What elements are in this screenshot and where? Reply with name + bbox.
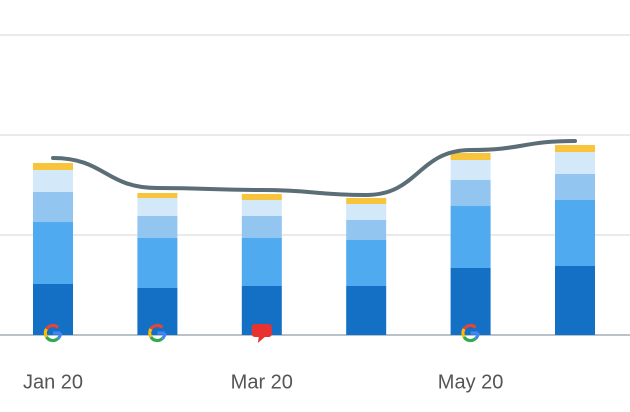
icon-arc (462, 335, 477, 343)
google-icon (148, 323, 167, 343)
bar-segment (346, 220, 387, 240)
bar-segment (346, 240, 387, 286)
bar-segment (241, 194, 282, 200)
icon-arc (157, 331, 167, 340)
icon-arc (45, 323, 60, 331)
bar-segment (346, 286, 387, 335)
trend-line (51, 139, 577, 198)
icon-arc (461, 328, 466, 338)
bar-segment (241, 200, 282, 216)
bar-segment (555, 145, 595, 152)
bar-segment (346, 204, 387, 220)
bar-segment (33, 284, 73, 335)
bar-segment (450, 268, 491, 335)
note-bubble (251, 324, 272, 337)
x-tick-label: Mar 20 (231, 371, 293, 393)
icon-arc (45, 335, 60, 343)
note-tail (257, 337, 265, 343)
bar-segment (555, 200, 595, 266)
google-icon (43, 323, 63, 343)
bar-segment (555, 266, 595, 335)
icon-arc (149, 323, 164, 331)
bar-segment (33, 222, 73, 284)
bar-segment (33, 170, 73, 192)
bar-segment (346, 198, 387, 204)
bar-segment (137, 238, 178, 288)
icon-arc (149, 335, 164, 343)
bar-segment (33, 163, 73, 170)
bar-segment (241, 238, 282, 286)
bar-segment (137, 216, 178, 238)
bar-segment (137, 193, 178, 198)
icon-arc (470, 331, 480, 340)
bar-segment (137, 288, 178, 335)
bar-segment (241, 216, 282, 238)
icon-arc (148, 328, 153, 338)
icon-arc (53, 331, 63, 340)
icon-arc (43, 328, 48, 338)
bar-segment (33, 192, 73, 222)
bar-segment (450, 153, 491, 160)
google-icon (461, 323, 480, 343)
bar-segment (450, 206, 491, 268)
icon-arc (462, 323, 477, 331)
note-icon (251, 324, 272, 343)
x-tick-label: Jan 20 (23, 371, 83, 393)
bar-segment (450, 180, 491, 206)
bar-segment (555, 174, 595, 200)
bar-segment (450, 160, 491, 180)
bar-segment (137, 198, 178, 216)
x-tick-label: May 20 (438, 371, 504, 393)
bar-segment (555, 152, 595, 174)
